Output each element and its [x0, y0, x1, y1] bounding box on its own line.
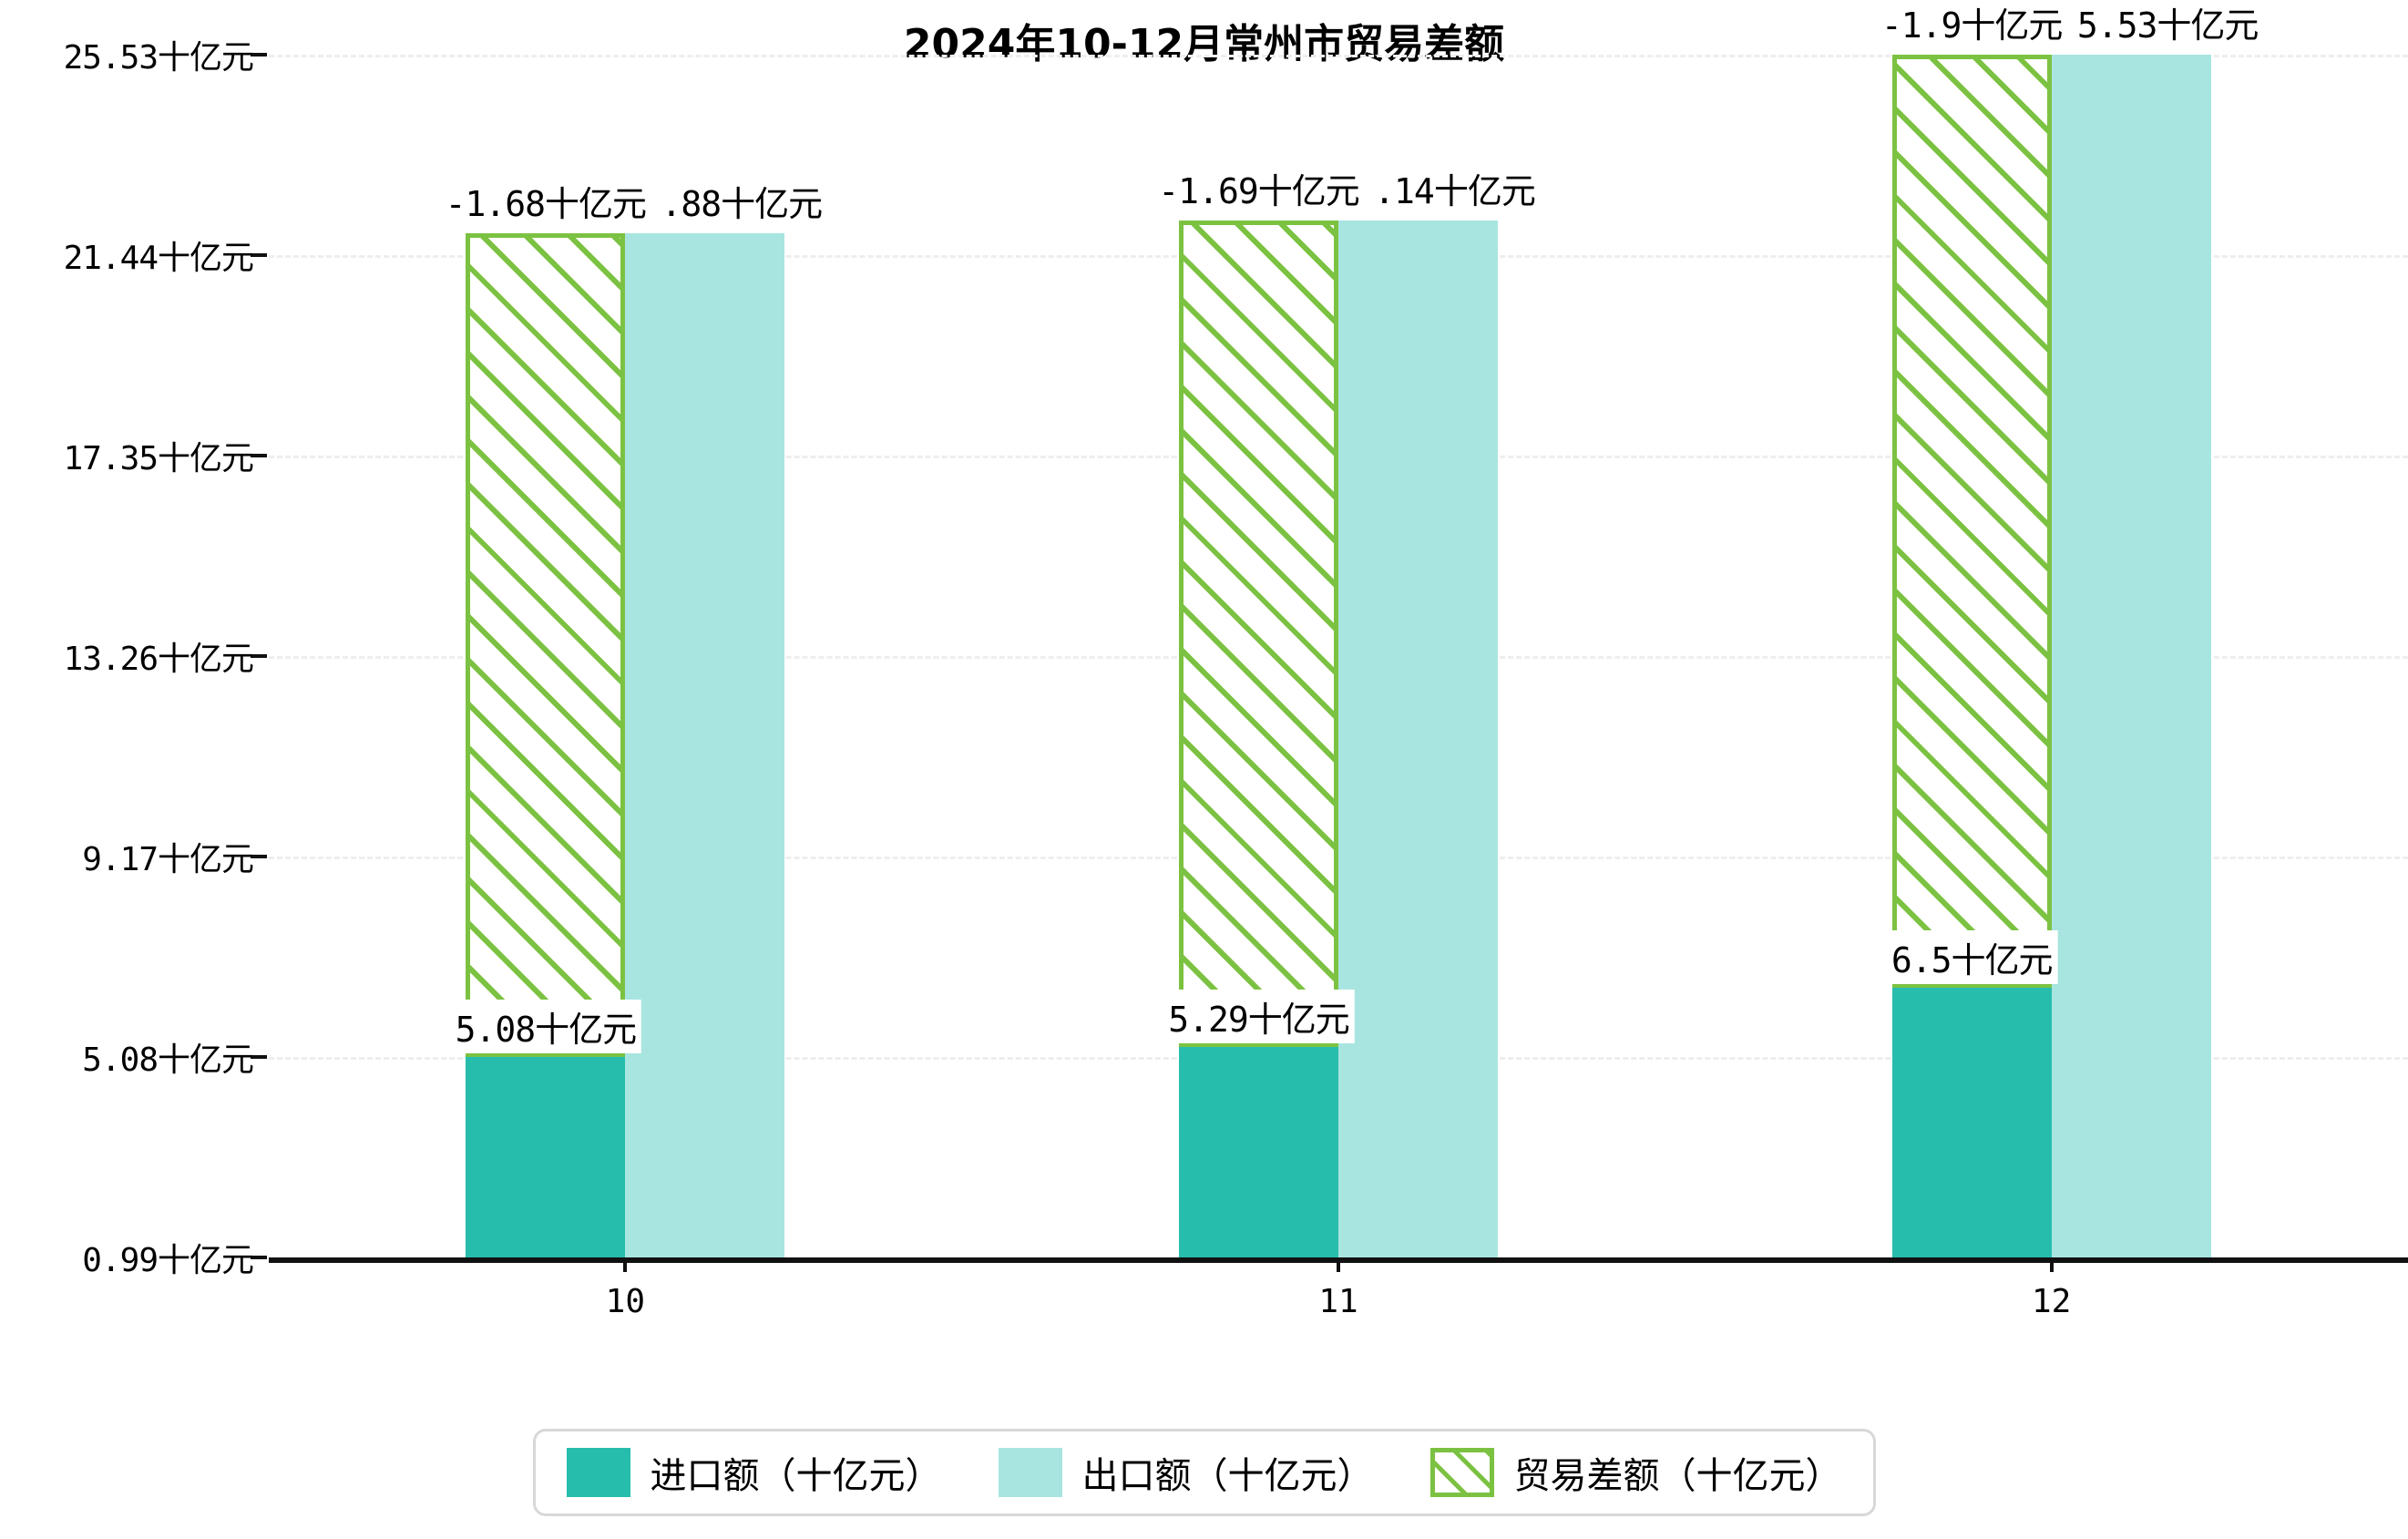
- y-axis-tick-label: 25.53十亿元: [63, 39, 254, 77]
- y-axis-tick-mark: [251, 253, 267, 257]
- data-label-trade-balance-10: -1.68十亿元: [439, 174, 652, 229]
- x-axis-tick-mark: [1337, 1257, 1340, 1272]
- legend-item-2[interactable]: 贸易差额（十亿元）: [1429, 1446, 1842, 1499]
- legend-label-0: 进口额（十亿元）: [650, 1455, 942, 1497]
- bar-trade-balance-11[interactable]: [1179, 221, 1338, 1047]
- y-axis-tick-mark: [251, 1055, 267, 1059]
- y-axis-tick-label: 0.99十亿元: [82, 1242, 254, 1279]
- x-axis-tick-mark: [2049, 1257, 2054, 1272]
- legend-label-1: 出口额（十亿元）: [1081, 1455, 1374, 1497]
- bar-trade-balance-10[interactable]: [466, 233, 626, 1057]
- y-axis-tick-label: 13.26十亿元: [63, 641, 254, 678]
- y-axis-tick-mark: [251, 1256, 267, 1259]
- bar-export-11[interactable]: [1338, 221, 1498, 1257]
- legend-swatch-icon-2: [1429, 1448, 1494, 1497]
- bar-import-10[interactable]: [466, 1057, 626, 1257]
- legend-item-1[interactable]: 出口额（十亿元）: [998, 1446, 1374, 1499]
- gridline: [269, 55, 2408, 57]
- y-axis-tick-mark: [251, 53, 267, 56]
- y-axis-tick-label: 21.44十亿元: [63, 240, 254, 277]
- x-axis-tick-label-10: 10: [605, 1283, 646, 1320]
- data-label-export-11: .14十亿元: [1368, 161, 1541, 216]
- x-axis-tick-label-11: 11: [1318, 1283, 1358, 1320]
- plot-area: 0.99十亿元 5.08十亿元 9.17十亿元 13.26十亿元 17.35十亿元 21.…: [64, 0, 2408, 1320]
- data-label-trade-balance-11: -1.69十亿元: [1153, 161, 1365, 216]
- legend-item-0[interactable]: 进口额（十亿元）: [566, 1446, 942, 1499]
- data-label-trade-balance-12: -1.9十亿元: [1875, 0, 2068, 49]
- legend-swatch-icon-1: [998, 1448, 1062, 1497]
- y-axis-tick-label: 9.17十亿元: [82, 841, 254, 878]
- legend-swatch-icon-0: [566, 1448, 630, 1497]
- chart-title: 2024年10-12月常州市贸易差额: [903, 21, 1505, 67]
- y-axis-tick-mark: [251, 855, 267, 858]
- bar-export-12[interactable]: [2051, 55, 2211, 1257]
- data-label-import-12: 6.5十亿元: [1885, 929, 2058, 984]
- y-axis-tick-mark: [251, 454, 267, 457]
- x-axis-tick-label-12: 12: [2031, 1283, 2072, 1320]
- data-label-import-11: 5.29十亿元: [1163, 989, 1355, 1043]
- data-label-import-10: 5.08十亿元: [449, 1000, 642, 1053]
- y-axis-tick-label: 5.08十亿元: [82, 1041, 254, 1079]
- data-label-export-10: .88十亿元: [655, 174, 828, 229]
- chart-legend[interactable]: 进口额（十亿元） 出口额（十亿元） 贸易差额（十亿元）: [532, 1429, 1876, 1516]
- bar-import-11[interactable]: [1179, 1046, 1338, 1257]
- x-axis-tick-mark: [623, 1257, 628, 1272]
- bar-import-12[interactable]: [1891, 987, 2052, 1257]
- bar-trade-balance-12[interactable]: [1891, 55, 2052, 988]
- legend-label-2: 贸易差额（十亿元）: [1513, 1455, 1842, 1497]
- data-label-export-12: 5.53十亿元: [2071, 0, 2264, 49]
- y-axis-tick-mark: [251, 654, 267, 658]
- y-axis-tick-label: 17.35十亿元: [63, 440, 254, 477]
- bar-export-10[interactable]: [625, 233, 785, 1257]
